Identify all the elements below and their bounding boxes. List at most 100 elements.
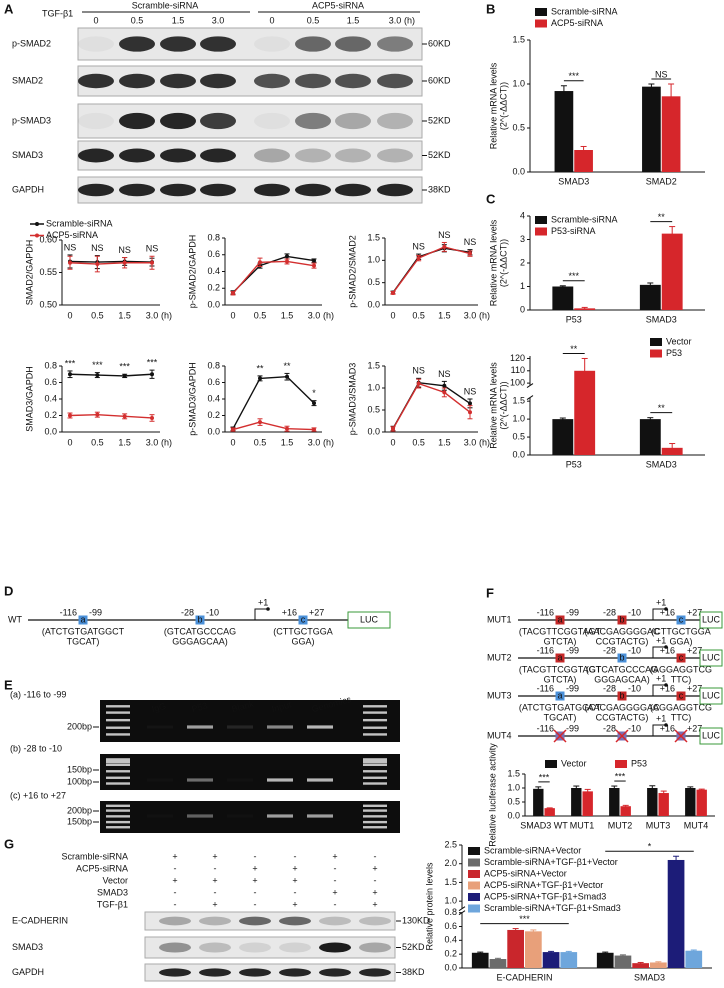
site-box xyxy=(617,653,627,663)
blot-band xyxy=(119,183,155,197)
ladder-band xyxy=(363,726,387,729)
y-tick-label: 0.0 xyxy=(512,449,525,459)
condition-sign: - xyxy=(254,887,257,897)
blot-band xyxy=(159,916,191,926)
site-start: -116 xyxy=(537,723,554,733)
condition-sign: - xyxy=(334,863,337,873)
condition-sign: - xyxy=(374,851,377,861)
y-tick-label: 0.4 xyxy=(207,266,220,276)
site-letter: a xyxy=(557,652,562,662)
bar xyxy=(632,963,649,968)
y-axis-label: p-SMAD2/GAPDH xyxy=(187,235,197,309)
x-unit: (h) xyxy=(479,437,490,447)
series-line xyxy=(232,260,315,294)
site-sequence: (ATCTGTGATGGCT xyxy=(519,702,602,712)
site-start: -116 xyxy=(537,607,554,617)
blot-band xyxy=(377,183,413,197)
condition-sign: - xyxy=(174,899,177,909)
ladder-band xyxy=(363,763,387,766)
ladder-band xyxy=(106,820,130,824)
x-tick-label: P53 xyxy=(566,459,582,469)
series-line xyxy=(392,381,471,429)
y-tick-label: 0.0 xyxy=(444,962,457,972)
bar xyxy=(639,419,661,455)
annotation: * xyxy=(648,842,652,852)
legend-swatch xyxy=(535,8,547,16)
condition-sign: - xyxy=(334,899,337,909)
x-tick-label: MUT1 xyxy=(570,820,595,830)
site-start: +16 xyxy=(660,645,675,655)
x-tick-label: 3.0 xyxy=(464,437,477,447)
site-end: -99 xyxy=(89,607,102,617)
site-start: -28 xyxy=(603,723,616,733)
y-tick-label: 1.0 xyxy=(512,413,525,423)
y-tick-label: 0.8 xyxy=(207,232,220,242)
x-tick-label: MUT2 xyxy=(608,820,633,830)
annotation: *** xyxy=(615,771,626,781)
x-tick-label: 3.0 xyxy=(146,437,159,447)
blot-band xyxy=(254,112,290,130)
site-box xyxy=(298,615,308,625)
series-line xyxy=(232,255,315,293)
ladder-band xyxy=(363,776,387,779)
bar xyxy=(642,86,661,172)
condition-label: SMAD3 xyxy=(97,887,128,897)
y-tick-label: 0.0 xyxy=(507,810,520,820)
y-tick-label: 0.5 xyxy=(512,122,525,132)
legend-label: Vector xyxy=(666,336,692,346)
site-start: +16 xyxy=(660,683,675,693)
gel xyxy=(100,801,400,833)
blot-band xyxy=(199,968,231,977)
blot-band xyxy=(377,73,413,89)
blot-band xyxy=(295,73,331,89)
site-start: -28 xyxy=(603,683,616,693)
site-letter: c xyxy=(301,614,306,624)
site-end: -10 xyxy=(628,607,641,617)
site-letter: c xyxy=(679,652,684,662)
gel-label: (a) -116 to -99 xyxy=(10,689,66,699)
y-tick-label: 0.5 xyxy=(367,404,380,414)
tss-arrowhead xyxy=(266,607,270,611)
condition-sign: - xyxy=(174,863,177,873)
series-line xyxy=(392,247,471,293)
point xyxy=(416,256,421,261)
gel-band xyxy=(147,725,173,728)
point xyxy=(312,258,316,263)
site-start: -116 xyxy=(537,645,554,655)
annotation: ** xyxy=(658,212,666,222)
site-end: +27 xyxy=(687,723,702,733)
site-box xyxy=(195,615,205,625)
bar xyxy=(542,952,560,968)
time-label: 0.5 xyxy=(131,15,144,25)
site-sequence: (GTCATGCCCAG xyxy=(164,626,236,636)
y-axis-label: Relative luciferase activity xyxy=(487,743,497,847)
bar xyxy=(685,950,703,968)
bar xyxy=(489,959,507,968)
condition-sign: + xyxy=(292,899,297,909)
bar xyxy=(552,419,574,455)
site-sequence: (AACGAGGGGAC xyxy=(584,626,660,636)
ladder-band xyxy=(363,770,387,773)
panel-label: E xyxy=(4,677,13,692)
site-sequence: GTCTA) xyxy=(544,636,577,646)
blot-band xyxy=(335,36,371,52)
bar xyxy=(471,952,489,968)
point xyxy=(122,414,127,419)
y-tick-label: 0.0 xyxy=(207,299,220,309)
x-tick-label: 0.5 xyxy=(91,437,104,447)
blot-band xyxy=(295,112,331,130)
blot-band xyxy=(319,942,351,953)
blot-band xyxy=(119,112,155,130)
y-tick-label: 1 xyxy=(520,281,525,291)
blot-band xyxy=(78,73,114,89)
blot-band xyxy=(295,36,331,52)
y-tick-label: 2.0 xyxy=(444,858,457,868)
y-tick-label: 0.0 xyxy=(207,426,220,436)
point xyxy=(231,427,235,432)
blot-band xyxy=(377,112,413,130)
blot-band xyxy=(160,36,196,52)
tss-arrowhead xyxy=(664,607,668,611)
site-sequence: CCGTACTG) xyxy=(596,636,649,646)
condition-sign: - xyxy=(294,887,297,897)
